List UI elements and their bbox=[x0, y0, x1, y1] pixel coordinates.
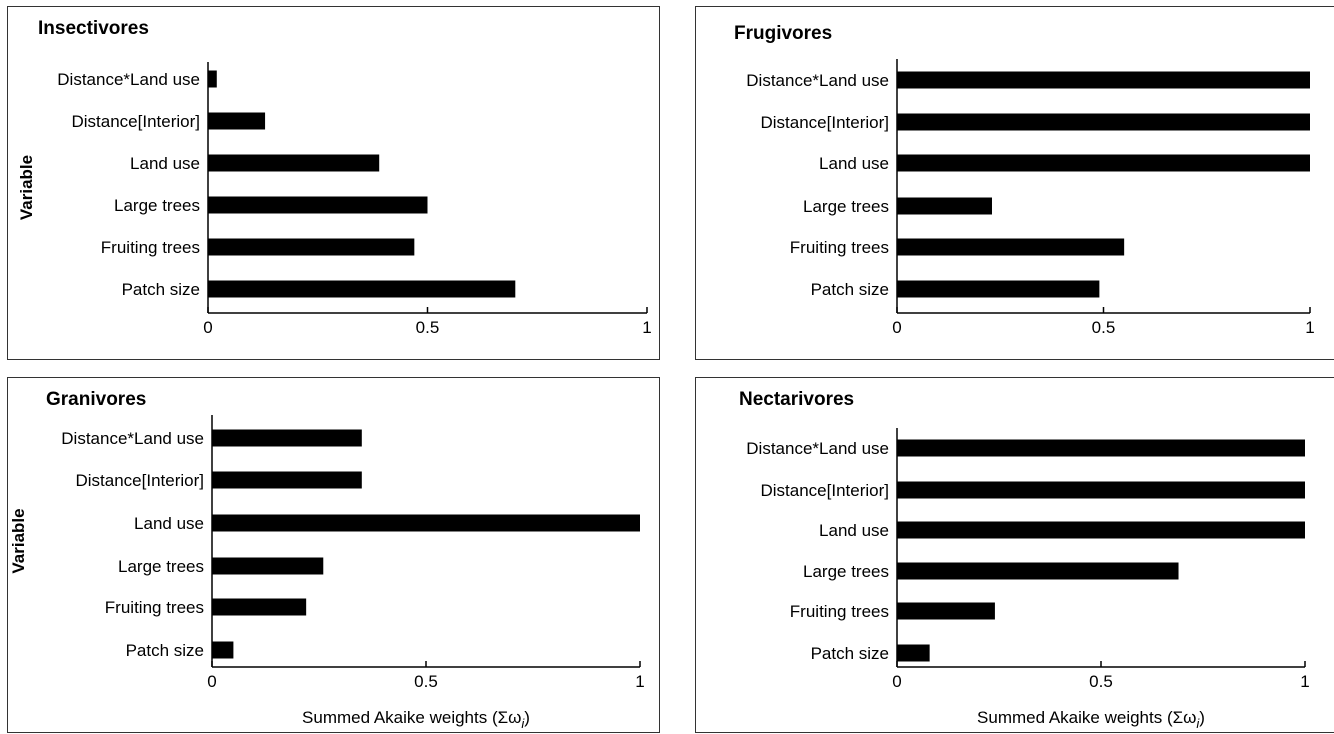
bar-land-use bbox=[212, 514, 640, 532]
x-tick-label: 1 bbox=[1300, 672, 1309, 691]
bar-patch-size bbox=[212, 641, 234, 659]
chart-svg: Frugivores 0 0.5 1 Distance*Land use Distance… bbox=[734, 23, 1315, 337]
category-label-land-use: Land use bbox=[134, 514, 204, 533]
x-axis-label: Summed Akaike weights (Σωi) bbox=[302, 708, 530, 731]
category-label-large-trees: Large trees bbox=[803, 197, 889, 216]
bar-distance-land-use bbox=[897, 71, 1310, 89]
chart-svg: Insectivores Variable 0 0.5 1 Distance*Land u… bbox=[17, 18, 652, 337]
category-label-distance-interior: Distance[Interior] bbox=[761, 481, 890, 500]
bar-land-use bbox=[897, 154, 1310, 172]
bar-distance-interior bbox=[897, 481, 1305, 499]
chart-svg: Granivores Variable 0 0.5 1 Distance*Land use… bbox=[9, 389, 645, 731]
category-label-distance-land-use: Distance*Land use bbox=[57, 70, 200, 89]
chart-title: Nectarivores bbox=[739, 389, 854, 410]
chart-title: Frugivores bbox=[734, 23, 832, 44]
bar-large-trees bbox=[212, 557, 324, 575]
x-tick-label: 0.5 bbox=[1089, 672, 1113, 691]
x-tick-label: 0.5 bbox=[1092, 318, 1116, 337]
bar-large-trees bbox=[897, 562, 1179, 580]
y-axis-label: Variable bbox=[17, 155, 36, 220]
chart-panel-frugivores: Frugivores 0 0.5 1 Distance*Land use Distance… bbox=[695, 6, 1334, 360]
x-tick-label: 0.5 bbox=[414, 672, 438, 691]
x-tick-label: 0 bbox=[892, 318, 901, 337]
category-label-fruiting-trees: Fruiting trees bbox=[790, 238, 889, 257]
x-axis-label: Summed Akaike weights (Σωi) bbox=[977, 708, 1205, 731]
bar-large-trees bbox=[897, 197, 992, 215]
chart-panel-nectarivores: Nectarivores 0 0.5 1 Distance*Land use Distan… bbox=[695, 377, 1334, 733]
bar-distance-land-use bbox=[212, 429, 362, 447]
chart-title: Insectivores bbox=[38, 18, 149, 39]
category-label-land-use: Land use bbox=[130, 154, 200, 173]
category-label-patch-size: Patch size bbox=[126, 641, 204, 660]
bar-distance-interior bbox=[212, 471, 362, 489]
chart-panel-granivores: Granivores Variable 0 0.5 1 Distance*Land use… bbox=[7, 377, 660, 733]
x-tick-label: 0 bbox=[203, 318, 212, 337]
bar-distance-interior bbox=[897, 113, 1310, 131]
category-label-distance-land-use: Distance*Land use bbox=[61, 429, 204, 448]
bar-land-use bbox=[897, 521, 1305, 539]
bar-fruiting-trees bbox=[212, 598, 307, 616]
chart-panel-insectivores: Insectivores Variable 0 0.5 1 Distance*Land u… bbox=[7, 6, 660, 360]
y-axis-label: Variable bbox=[9, 508, 28, 573]
category-label-distance-interior: Distance[Interior] bbox=[761, 113, 890, 132]
x-tick-label: 0.5 bbox=[416, 318, 440, 337]
bar-fruiting-trees bbox=[897, 602, 995, 620]
category-label-large-trees: Large trees bbox=[803, 562, 889, 581]
category-label-distance-interior: Distance[Interior] bbox=[72, 112, 201, 131]
category-label-patch-size: Patch size bbox=[811, 280, 889, 299]
bar-distance-land-use bbox=[897, 439, 1305, 457]
bar-patch-size bbox=[208, 280, 516, 298]
bar-large-trees bbox=[208, 196, 428, 214]
chart-title: Granivores bbox=[46, 389, 146, 410]
category-label-land-use: Land use bbox=[819, 154, 889, 173]
category-label-distance-land-use: Distance*Land use bbox=[746, 71, 889, 90]
bar-patch-size bbox=[897, 280, 1100, 298]
category-label-distance-interior: Distance[Interior] bbox=[76, 471, 205, 490]
bar-land-use bbox=[208, 154, 380, 172]
bar-distance-land-use bbox=[208, 70, 217, 88]
category-label-large-trees: Large trees bbox=[118, 557, 204, 576]
bar-fruiting-trees bbox=[897, 238, 1125, 256]
x-tick-label: 0 bbox=[892, 672, 901, 691]
x-tick-label: 1 bbox=[1305, 318, 1314, 337]
category-label-fruiting-trees: Fruiting trees bbox=[790, 602, 889, 621]
chart-svg: Nectarivores 0 0.5 1 Distance*Land use Distan… bbox=[739, 389, 1310, 731]
bar-distance-interior bbox=[208, 112, 266, 130]
category-label-fruiting-trees: Fruiting trees bbox=[101, 238, 200, 257]
category-label-large-trees: Large trees bbox=[114, 196, 200, 215]
x-tick-label: 1 bbox=[642, 318, 651, 337]
category-label-distance-land-use: Distance*Land use bbox=[746, 439, 889, 458]
category-label-fruiting-trees: Fruiting trees bbox=[105, 598, 204, 617]
bar-fruiting-trees bbox=[208, 238, 415, 256]
category-label-patch-size: Patch size bbox=[122, 280, 200, 299]
x-tick-label: 1 bbox=[635, 672, 644, 691]
category-label-land-use: Land use bbox=[819, 521, 889, 540]
x-tick-label: 0 bbox=[207, 672, 216, 691]
bar-patch-size bbox=[897, 644, 930, 662]
category-label-patch-size: Patch size bbox=[811, 644, 889, 663]
